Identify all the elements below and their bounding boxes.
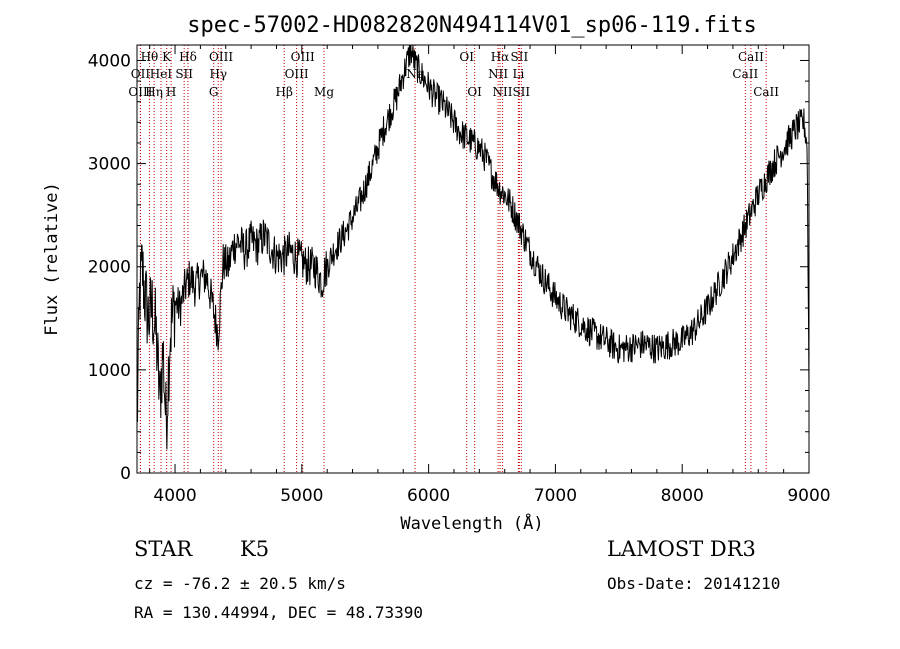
- spectral-line-label-2: OIII: [128, 85, 152, 99]
- spectral-line-label-26: CaII: [732, 67, 758, 81]
- spectral-line-label-12: Hβ: [276, 85, 293, 99]
- spectral-line-label-13: OIII: [291, 50, 315, 64]
- spectral-line-label-0: Hθ: [141, 50, 159, 64]
- spectral-line-label-20: NII: [488, 67, 508, 81]
- spectral-subclass: K5: [240, 537, 270, 561]
- x-axis-label: Wavelength (Å): [400, 512, 543, 534]
- spectral-line-label-9: OIII: [209, 50, 233, 64]
- x-tick-label-0: 4000: [153, 486, 196, 506]
- plot-frame: [136, 44, 810, 474]
- y-axis-label: Flux (relative): [42, 182, 62, 336]
- spectral-line-label-25: CaII: [738, 50, 764, 64]
- redshift-readout: cz = -76.2 ± 20.5 km/s: [134, 574, 346, 593]
- spectral-line-label-27: CaII: [753, 85, 779, 99]
- x-tick-label-3: 7000: [534, 486, 577, 506]
- spectral-line-label-10: Hγ: [209, 67, 227, 81]
- spectrum-trace: [136, 44, 810, 450]
- spectral-line-label-21: NII: [493, 85, 513, 99]
- x-tick-label-4: 8000: [661, 486, 704, 506]
- y-tick-label-1: 1000: [88, 361, 131, 381]
- spectral-line-label-8: SII: [175, 67, 193, 81]
- y-tick-label-3: 3000: [88, 155, 131, 175]
- spectral-line-label-24: SII: [512, 85, 530, 99]
- chart-title: spec-57002-HD082820N494114V01_sp06-119.f…: [187, 13, 757, 38]
- spectral-line-label-4: HeI: [150, 67, 173, 81]
- spectral-line-label-23: Li: [512, 67, 524, 81]
- spectral-line-label-11: G: [209, 85, 219, 99]
- spectral-line-label-19: Hα: [491, 50, 510, 64]
- spectral-line-label-7: Hδ: [179, 50, 197, 64]
- x-axis-ticks: 4000 5000 6000 7000 8000 9000: [149, 45, 831, 506]
- spectral-line-label-5: Hη: [145, 85, 163, 99]
- x-tick-label-5: 9000: [787, 486, 830, 506]
- spectral-line-label-15: Mg: [314, 85, 334, 99]
- coordinates-readout: RA = 130.44994, DEC = 48.73390: [134, 603, 423, 622]
- y-tick-label-4: 4000: [88, 51, 131, 71]
- object-type: STAR: [134, 537, 193, 561]
- y-tick-label-0: 0: [120, 464, 131, 484]
- spectral-line-label-22: SII: [511, 50, 529, 64]
- survey-name: LAMOST DR3: [607, 537, 756, 561]
- x-tick-label-2: 6000: [407, 486, 450, 506]
- spectral-line-label-17: OI: [459, 50, 474, 64]
- y-axis-ticks: 0 1000 2000 3000 4000: [88, 51, 809, 484]
- observation-date: Obs-Date: 20141210: [607, 574, 781, 593]
- x-tick-label-1: 5000: [280, 486, 323, 506]
- spectral-line-label-3: K: [162, 50, 172, 64]
- spectral-line-label-18: OI: [467, 85, 482, 99]
- spectral-line-label-6: H: [166, 85, 176, 99]
- spectral-line-label-1: OII: [131, 67, 151, 81]
- y-tick-label-2: 2000: [88, 258, 131, 278]
- spectral-line-label-14: OIII: [285, 67, 309, 81]
